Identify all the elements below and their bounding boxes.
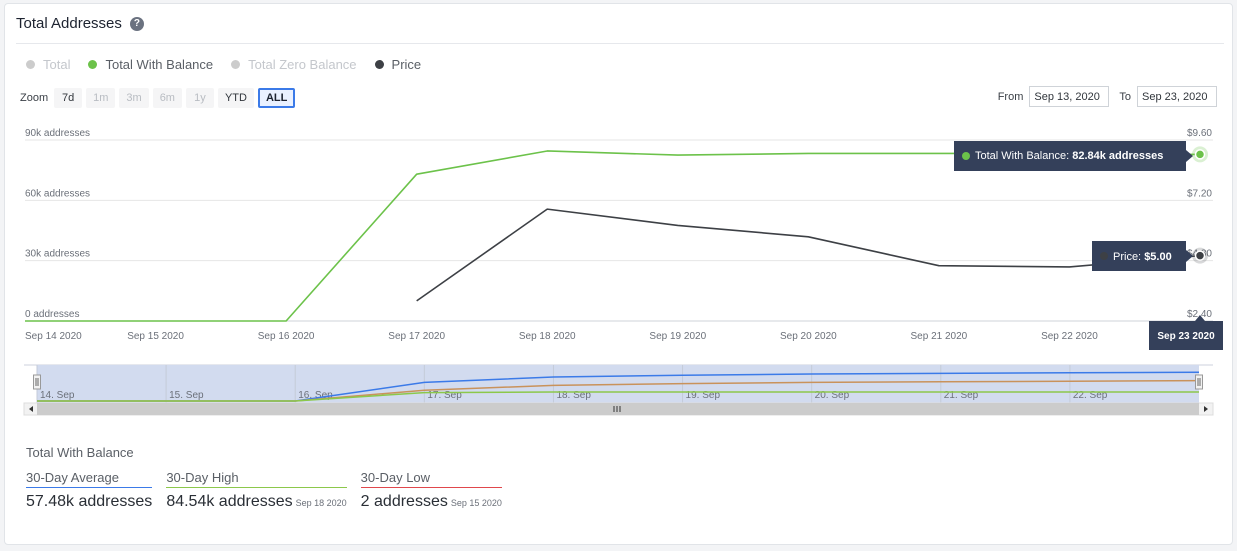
stat-label: 30-Day Low (360, 470, 502, 488)
stat-date: Sep 18 2020 (295, 498, 347, 508)
legend-label: Total With Balance (105, 57, 214, 72)
series-line-price (416, 208, 1201, 302)
card-header: Total Addresses ? (16, 4, 1224, 44)
legend-dot-icon (88, 60, 98, 69)
series-line-total-with-balance (25, 150, 1201, 322)
zoom-controls: Zoom 7d 1m 3m 6m 1y YTD ALL (20, 88, 296, 108)
stat-value: 84.54k addresses Sep 18 2020 (166, 493, 346, 511)
x-tick-label: Sep 18 2020 (519, 331, 576, 342)
legend-dot-icon (231, 60, 241, 69)
legend-label: Total Zero Balance (248, 57, 357, 72)
zoom-1m-button[interactable]: 1m (86, 88, 116, 108)
y-left-tick-label: 30k addresses (25, 249, 90, 260)
tooltip-price: Price: $5.00 (1092, 241, 1193, 271)
x-tick-label: Sep 16 2020 (258, 331, 315, 342)
tooltip-dot (962, 152, 970, 160)
navigator-series-line (37, 391, 1199, 402)
stat-30-day-high: 30-Day High 84.54k addresses Sep 18 2020 (166, 470, 347, 511)
crosshair-bg (1149, 321, 1223, 350)
navigator-label: 21. Sep (944, 390, 979, 401)
zoom-3m-button[interactable]: 3m (119, 88, 149, 108)
legend-label: Total (43, 57, 71, 72)
question-circle-icon[interactable]: ? (129, 17, 144, 31)
stats-title: Total With Balance (26, 445, 134, 460)
caret-right-icon (1204, 406, 1208, 412)
x-tick-label: Sep 21 2020 (911, 331, 968, 342)
legend-dot-icon (374, 60, 384, 69)
stat-label: 30-Day High (166, 470, 347, 488)
stat-label: 30-Day Average (26, 470, 153, 488)
tooltip-pointer (1186, 250, 1193, 262)
zoom-all-button[interactable]: ALL (257, 88, 296, 108)
navigator-label: 17. Sep (427, 390, 462, 401)
stat-date: Sep 15 2020 (450, 498, 502, 508)
navigator-scrollbar-thumb (37, 403, 1199, 415)
caret-left-icon (29, 406, 33, 412)
from-label: From (997, 90, 1024, 103)
x-tick-label: Sep 17 2020 (388, 331, 445, 342)
legend-dot-icon (26, 60, 35, 69)
crosshair-x-label: Sep 23 2020 (1149, 315, 1223, 350)
navigator-handle (1195, 374, 1203, 390)
x-tick-label: Sep 15 2020 (127, 331, 184, 342)
navigator-label: 20. Sep (815, 390, 850, 401)
stat-value: 2 addresses Sep 15 2020 (361, 493, 502, 511)
navigator-label: 18. Sep (556, 390, 591, 401)
tooltip-balance: Total With Balance: 82.84k addresses (954, 141, 1193, 171)
legend-item-total-with-balance[interactable]: Total With Balance (88, 57, 213, 72)
x-tick-label: Sep 22 2020 (1041, 331, 1098, 342)
from-date-input[interactable] (1029, 86, 1110, 107)
to-label: To (1119, 90, 1131, 103)
tooltip-dot (1100, 252, 1108, 260)
stat-value-text: 2 addresses (360, 493, 448, 510)
y-right-tick-label: $7.20 (1187, 188, 1212, 199)
navigator-label: 14. Sep (40, 390, 75, 401)
hover-marker (1194, 250, 1206, 261)
tooltip-pointer (1186, 150, 1193, 162)
y-right-tick-label: $2.40 (1187, 309, 1212, 320)
stat-value: 57.48k addresses (26, 493, 152, 511)
navigator-label: 22. Sep (1073, 390, 1108, 401)
y-left-tick-label: 0 addresses (25, 309, 79, 320)
zoom-ytd-button[interactable]: YTD (217, 88, 254, 108)
navigator-label: 15. Sep (169, 390, 204, 401)
tooltip-text: Total With Balance: 82.84k addresses (975, 150, 1163, 162)
y-left-tick-label: 60k addresses (25, 188, 90, 199)
legend-item-total-zero-balance[interactable]: Total Zero Balance (231, 57, 357, 72)
crosshair-text: Sep 23 2020 (1157, 331, 1215, 342)
crosshair-pointer (1195, 315, 1205, 321)
chart-legend: Total Total With Balance Total Zero Bala… (26, 57, 421, 72)
zoom-1y-button[interactable]: 1y (185, 88, 214, 108)
stat-value-text: 84.54k addresses (166, 493, 293, 510)
legend-item-price[interactable]: Price (374, 57, 422, 72)
y-left-tick-label: 90k addresses (25, 128, 90, 139)
x-tick-label: Sep 19 2020 (649, 331, 706, 342)
date-range: From To (998, 86, 1217, 107)
stat-30-day-average: 30-Day Average 57.48k addresses (26, 470, 153, 511)
tooltip-text: Price: $5.00 (1113, 251, 1172, 263)
zoom-6m-button[interactable]: 6m (152, 88, 182, 108)
stats-row: 30-Day Average 57.48k addresses 30-Day H… (26, 470, 502, 511)
stat-30-day-low: 30-Day Low 2 addresses Sep 15 2020 (360, 470, 502, 511)
to-date-input[interactable] (1137, 86, 1217, 107)
hover-marker (1194, 149, 1206, 160)
navigator-label: 16. Sep (298, 390, 333, 401)
x-tick-label: Sep 20 2020 (780, 331, 837, 342)
zoom-7d-button[interactable]: 7d (54, 88, 83, 108)
zoom-label: Zoom (20, 92, 49, 104)
stat-value-text: 57.48k addresses (26, 493, 153, 510)
legend-item-total[interactable]: Total (26, 57, 70, 72)
navigator-handle (33, 374, 41, 390)
y-right-tick-label: $9.60 (1187, 128, 1212, 139)
legend-label: Price (391, 57, 422, 72)
navigator-label: 19. Sep (686, 390, 721, 401)
stats-panel: Total With Balance 30-Day Average 57.48k… (26, 445, 502, 511)
card-title: Total Addresses (16, 15, 122, 32)
x-tick-label: Sep 14 2020 (25, 331, 82, 342)
tooltip-bg (954, 141, 1186, 171)
